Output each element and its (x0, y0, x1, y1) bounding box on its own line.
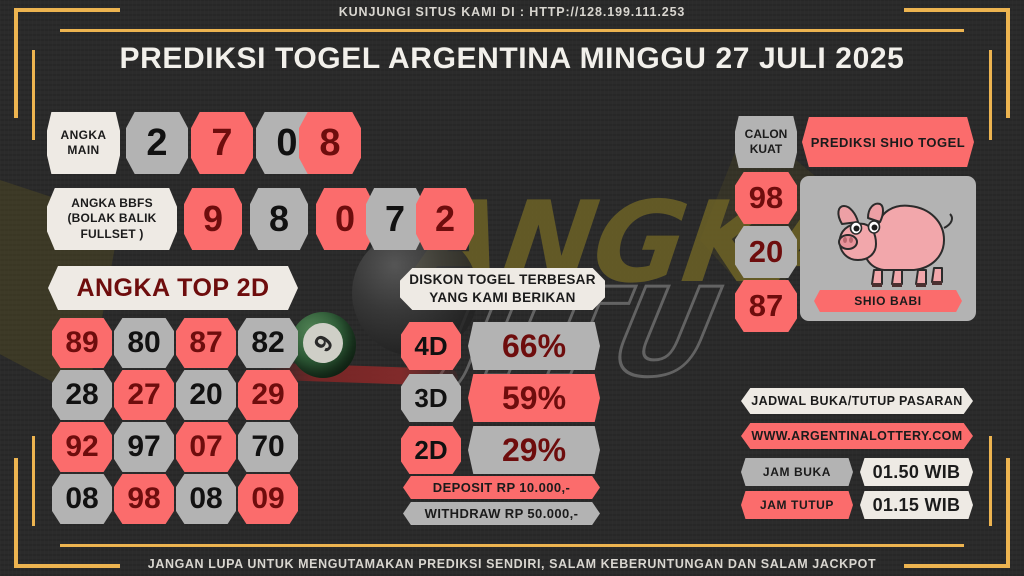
frame-corner-bottom-right-vertical (1006, 458, 1010, 568)
top2d-cell: 29 (238, 370, 298, 420)
diskon-key-2d: 2D (401, 426, 461, 474)
diskon-value-2d: 29% (468, 426, 600, 474)
calon-kuat-value: 87 (735, 280, 797, 332)
frame-inner-top-right (989, 50, 992, 140)
calon-kuat-label-line2: KUAT (749, 142, 783, 156)
frame-inner-bottom-left (32, 436, 35, 526)
frame-inner-top-left (32, 50, 35, 140)
calon-kuat-value: 20 (735, 226, 797, 278)
top2d-cell: 89 (52, 318, 112, 368)
calon-kuat-label-line1: CALON (744, 127, 788, 141)
billiard-ball-number: 6 (295, 315, 351, 371)
angka-main-digit: 2 (126, 112, 188, 174)
top2d-cell: 07 (176, 422, 236, 472)
angka-bbfs-label-line2: (BOLAK BALIK (67, 211, 157, 226)
diskon-title-line2: YANG KAMI BERIKAN (429, 290, 576, 305)
top2d-cell: 82 (238, 318, 298, 368)
angka-main-digit: 8 (299, 112, 361, 174)
diskon-title: DISKON TOGEL TERBESAR YANG KAMI BERIKAN (400, 268, 605, 310)
deposit-row: DEPOSIT RP 10.000,- (403, 476, 600, 499)
frame-corner-bottom-right-horizontal (904, 564, 1010, 568)
angka-main-digit: 7 (191, 112, 253, 174)
angka-bbfs-digit: 7 (366, 188, 424, 250)
calon-kuat-value: 98 (735, 172, 797, 224)
frame-corner-bottom-left-vertical (14, 458, 18, 568)
diskon-key-4d: 4D (401, 322, 461, 370)
diskon-title-line1: DISKON TOGEL TERBESAR (409, 271, 596, 287)
diskon-value-4d: 66% (468, 322, 600, 370)
angka-top-2d-title: ANGKA TOP 2D (48, 266, 298, 310)
frame-rule-top (60, 29, 964, 32)
frame-corner-top-right-horizontal (904, 8, 1010, 12)
angka-main-label: ANGKA MAIN (47, 112, 120, 174)
calon-kuat-label: CALON KUAT (735, 116, 797, 168)
angka-bbfs-digit: 8 (250, 188, 308, 250)
diskon-key-3d: 3D (401, 374, 461, 422)
shio-name: SHIO BABI (814, 290, 962, 312)
frame-corner-bottom-left-horizontal (14, 564, 120, 568)
footer-text: JANGAN LUPA UNTUK MENGUTAMAKAN PREDIKSI … (147, 557, 877, 571)
top2d-cell: 92 (52, 422, 112, 472)
top2d-cell: 08 (52, 474, 112, 524)
angka-bbfs-digit: 2 (416, 188, 474, 250)
frame-corner-top-left-vertical (14, 8, 18, 118)
top2d-cell: 97 (114, 422, 174, 472)
jam-buka-value: 01.50 WIB (860, 458, 973, 486)
shio-image-box: SHIO BABI (800, 176, 976, 321)
angka-bbfs-digit: 9 (184, 188, 242, 250)
angka-bbfs-label-line1: ANGKA BBFS (71, 195, 153, 210)
withdraw-row: WITHDRAW RP 50.000,- (403, 502, 600, 525)
frame-corner-top-right-vertical (1006, 8, 1010, 118)
pig-icon (837, 202, 953, 287)
top2d-cell: 09 (238, 474, 298, 524)
frame-corner-top-left-horizontal (14, 8, 120, 12)
diskon-value-3d: 59% (468, 374, 600, 422)
top2d-cell: 08 (176, 474, 236, 524)
angka-bbfs-digit: 0 (316, 188, 374, 250)
visit-site-text: KUNJUNGI SITUS KAMI DI : HTTP://128.199.… (338, 5, 686, 19)
billiard-ball-icon: 6 (290, 312, 356, 378)
top2d-cell: 28 (52, 370, 112, 420)
top2d-cell: 27 (114, 370, 174, 420)
angka-main-label-text: ANGKA MAIN (60, 128, 107, 157)
jadwal-website: WWW.ARGENTINALOTTERY.COM (741, 423, 973, 449)
angka-bbfs-label-line3: FULLSET ) (80, 226, 144, 241)
page-title: PREDIKSI TOGEL ARGENTINA MINGGU 27 JULI … (119, 42, 905, 75)
top2d-cell: 20 (176, 370, 236, 420)
top2d-cell: 98 (114, 474, 174, 524)
frame-inner-bottom-right (989, 436, 992, 526)
top2d-cell: 87 (176, 318, 236, 368)
jam-buka-label: JAM BUKA (741, 458, 853, 486)
jam-tutup-value: 01.15 WIB (860, 491, 973, 519)
top2d-cell: 70 (238, 422, 298, 472)
angka-bbfs-label: ANGKA BBFS (BOLAK BALIK FULLSET ) (47, 188, 177, 250)
shio-title: PREDIKSI SHIO TOGEL (802, 117, 974, 167)
frame-rule-bottom (60, 544, 964, 547)
jam-tutup-label: JAM TUTUP (741, 491, 853, 519)
top2d-cell: 80 (114, 318, 174, 368)
jadwal-title: JADWAL BUKA/TUTUP PASARAN (741, 388, 973, 414)
